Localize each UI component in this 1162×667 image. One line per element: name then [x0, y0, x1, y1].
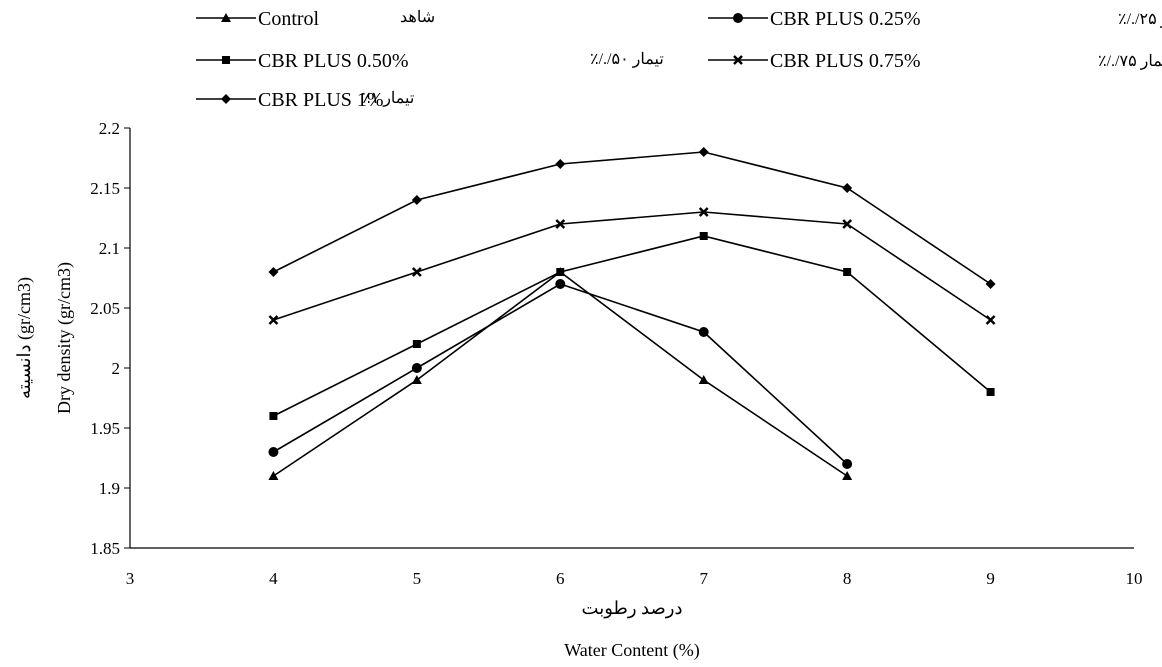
y-axis-title: Dry density (gr/cm3): [54, 262, 75, 414]
data-point: [698, 147, 709, 157]
legend-label-fa: تیمار ۱٪: [362, 90, 414, 107]
series-line: [272, 283, 848, 465]
data-point: [699, 232, 708, 240]
legend-label: CBR PLUS 1%: [258, 89, 384, 111]
data-point: [411, 375, 422, 384]
legend-marker: [733, 13, 743, 23]
legend-item-1: Control شاهد: [196, 8, 435, 30]
legend-label: CBR PLUS 0.25%: [770, 8, 921, 30]
x-tick-label: 10: [1126, 569, 1143, 588]
legend-label-fa: شاهد: [400, 9, 435, 26]
legend-item-2: CBR PLUS 0.25% تیمار ۲۵/./٪: [708, 8, 1162, 30]
x-tick-label: 4: [269, 569, 278, 588]
x-ticks: 3 4 5 6 7 8 9 10: [126, 569, 1143, 588]
y-axis-title-fa: دانسیته (gr/cm3): [14, 277, 35, 399]
x-tick-label: 5: [413, 569, 422, 588]
data-point: [411, 363, 422, 373]
data-point: [698, 207, 709, 217]
series-1: [268, 267, 853, 480]
series-line: [273, 211, 992, 321]
axes: [129, 128, 1134, 549]
legend-label: CBR PLUS 0.50%: [258, 50, 409, 72]
y-tick-label: 1.9: [99, 479, 120, 498]
data-point: [268, 267, 279, 277]
data-point: [698, 327, 709, 337]
y-tick-label: 2.2: [99, 119, 120, 138]
data-point: [842, 459, 853, 469]
legend-label: Control: [258, 8, 320, 30]
data-point: [698, 375, 709, 384]
data-point: [268, 471, 279, 480]
data-point: [412, 340, 421, 348]
y-tick-label: 1.95: [90, 419, 120, 438]
y-tick-label: 1.85: [90, 539, 120, 558]
legend-label-fa: تیمار ۵۰/./٪: [590, 51, 664, 68]
series-4: [268, 207, 996, 325]
x-tick-label: 6: [556, 569, 565, 588]
data-point: [269, 412, 278, 420]
data-point: [411, 195, 422, 205]
x-tick-label: 3: [126, 569, 135, 588]
data-point: [986, 388, 995, 396]
legend-label-fa: تیمار ۲۵/./٪: [1118, 11, 1162, 28]
series-line: [273, 151, 992, 285]
data-point: [985, 279, 996, 289]
legend-item-3: CBR PLUS 0.50% تیمار ۵۰/./٪: [196, 50, 664, 72]
data-point: [555, 279, 566, 289]
data-point: [842, 471, 853, 480]
y-tick-label: 2: [112, 359, 121, 378]
series-group: [268, 147, 996, 480]
data-point: [268, 447, 279, 457]
data-point: [411, 267, 422, 277]
y-tick-label: 2.15: [90, 179, 120, 198]
series-line: [272, 270, 848, 477]
y-tick-label: 2.1: [99, 239, 120, 258]
legend-marker: [733, 55, 743, 65]
data-point: [555, 159, 566, 169]
x-tick-label: 8: [843, 569, 852, 588]
legend-item-5: CBR PLUS 1%تیمار ۱٪: [196, 89, 414, 111]
series-3: [269, 232, 995, 420]
series-5: [268, 147, 996, 289]
data-point: [842, 219, 853, 229]
data-point: [843, 268, 852, 276]
legend-item-4: CBR PLUS 0.75% تیمار ۷۵/./٪: [708, 50, 1162, 72]
legend-marker: [222, 56, 230, 64]
x-axis-title: Water Content (%): [564, 640, 700, 661]
legend-marker: [221, 13, 231, 22]
data-point: [555, 219, 566, 229]
y-ticks: 1.85 1.9 1.95 2 2.05 2.1 2.15 2.2: [90, 119, 130, 558]
series-2: [268, 279, 853, 469]
series-line: [273, 235, 992, 417]
legend-marker: [221, 94, 231, 104]
legend-label: CBR PLUS 0.75%: [770, 50, 921, 72]
data-point: [556, 268, 565, 276]
data-point: [268, 315, 279, 325]
x-tick-label: 7: [699, 569, 708, 588]
x-axis-title-fa: درصد رطوبت: [582, 598, 683, 619]
legend-label-fa: تیمار ۷۵/./٪: [1098, 53, 1162, 70]
y-tick-label: 2.05: [90, 299, 120, 318]
data-point: [985, 315, 996, 325]
x-tick-label: 9: [986, 569, 995, 588]
data-point: [842, 183, 853, 193]
